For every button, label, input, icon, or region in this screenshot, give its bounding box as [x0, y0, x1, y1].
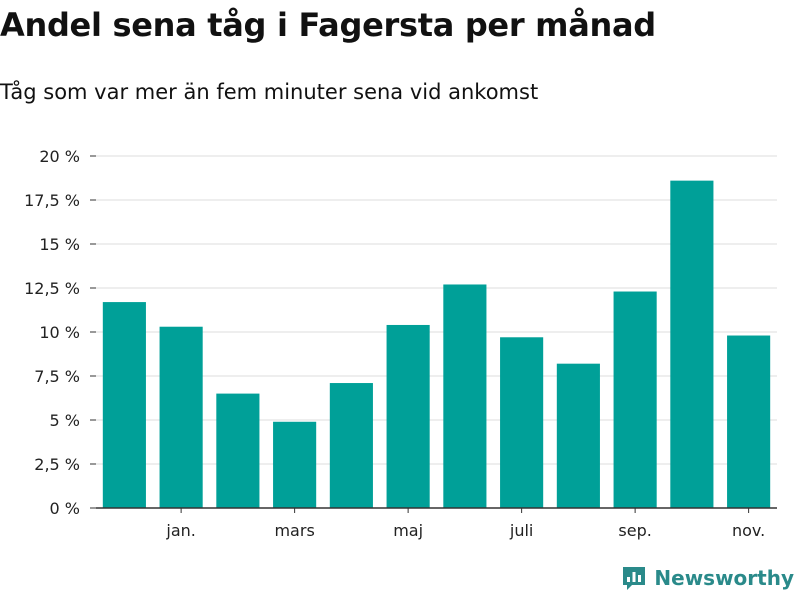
bar-mars	[273, 421, 317, 508]
y-tick-label: 12,5 %	[24, 279, 80, 298]
x-tick-label: nov.	[732, 521, 765, 540]
y-tick-label: 20 %	[39, 147, 80, 166]
x-tick-label: maj	[393, 521, 423, 540]
y-tick-label: 17,5 %	[24, 191, 80, 210]
bar-juni	[443, 284, 487, 508]
chart-subtitle: Tåg som var mer än fem minuter sena vid …	[0, 80, 539, 104]
axes: 0 % 2,5 % 5 % 7,5 % 10 % 12,5 % 15 % 17,5 % 20 %…	[24, 147, 777, 540]
newsworthy-logo-icon	[623, 567, 646, 590]
x-tick-label: jan.	[165, 521, 195, 540]
y-tick-label: 7,5 %	[34, 367, 80, 386]
bar-feb	[216, 393, 260, 508]
y-tick-label: 5 %	[50, 411, 80, 430]
bar-juli	[500, 337, 544, 508]
x-tick-label: juli	[509, 521, 533, 540]
grid-lines	[96, 155, 777, 465]
bar-aug	[556, 363, 600, 508]
bar-nov	[727, 335, 771, 508]
bar-jan	[159, 326, 203, 508]
y-tick-label: 0 %	[50, 499, 80, 518]
y-tick-label: 2,5 %	[34, 455, 80, 474]
bar-sep	[613, 291, 657, 508]
bars	[102, 180, 771, 508]
brand-logo: Newsworthy	[620, 564, 794, 592]
bar-dec	[102, 302, 146, 508]
bar-apr	[329, 383, 373, 508]
y-tick-label: 15 %	[39, 235, 80, 254]
bar-maj	[386, 324, 430, 508]
chart-title: Andel sena tåg i Fagersta per månad	[0, 6, 656, 44]
x-tick-label: sep.	[618, 521, 651, 540]
brand-label: Newsworthy	[654, 566, 794, 590]
x-tick-label: mars	[274, 521, 314, 540]
bar-okt	[670, 180, 714, 508]
y-tick-label: 10 %	[39, 323, 80, 342]
